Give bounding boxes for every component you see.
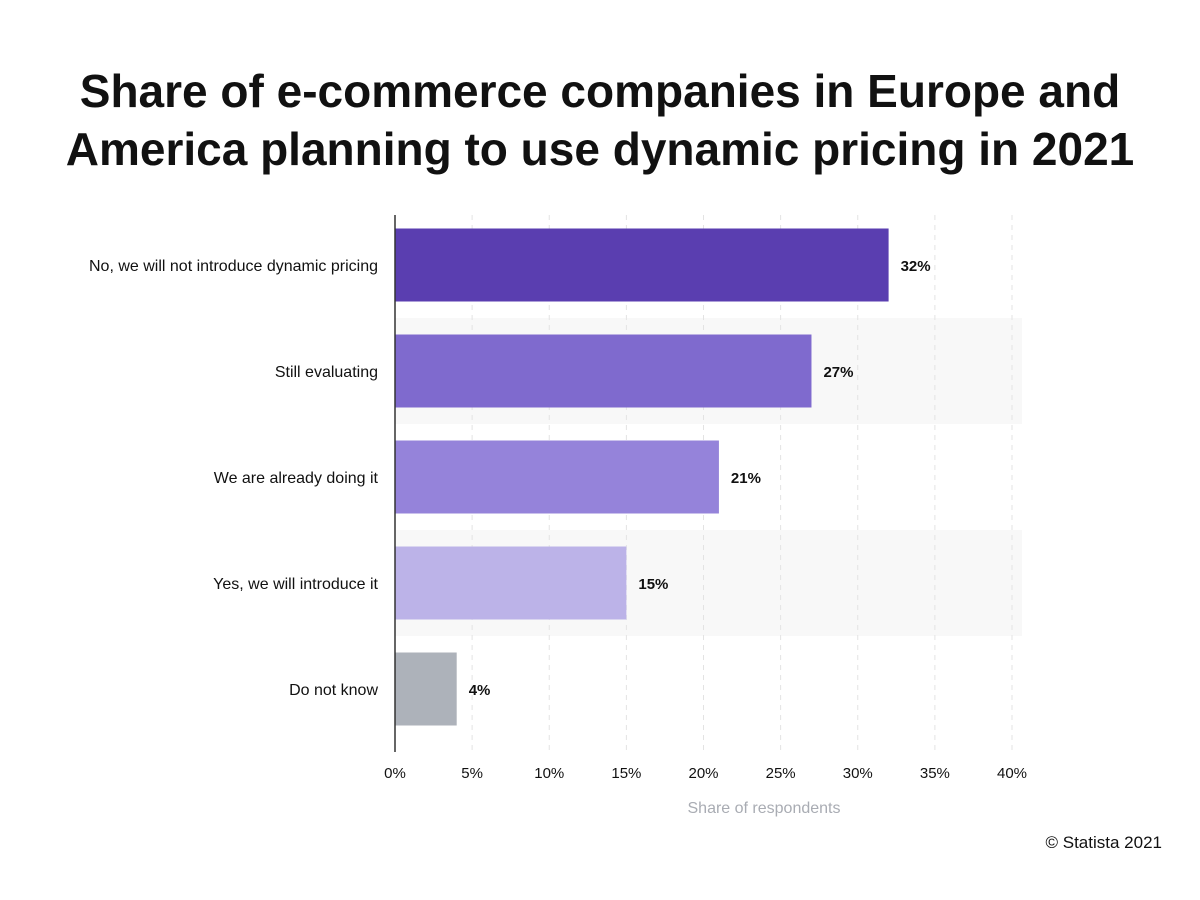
statista-credit: © Statista 2021 [1045, 833, 1163, 852]
bar [395, 652, 457, 726]
x-tick-label: 40% [997, 765, 1027, 782]
value-label: 15% [638, 576, 668, 593]
bar [395, 546, 627, 620]
bar [395, 228, 889, 302]
category-label: Do not know [289, 682, 378, 699]
value-label: 21% [731, 470, 761, 487]
x-tick-label: 20% [688, 765, 718, 782]
value-label: 4% [469, 682, 491, 699]
x-tick-label: 25% [766, 765, 796, 782]
x-tick-label: 15% [611, 765, 641, 782]
category-label: Yes, we will introduce it [213, 576, 378, 593]
category-label: We are already doing it [214, 470, 379, 487]
chart-title: Share of e-commerce companies in Europe … [0, 62, 1200, 178]
value-label: 27% [823, 364, 853, 381]
x-axis-label: Share of respondents [687, 800, 841, 817]
x-tick-label: 35% [920, 765, 950, 782]
x-tick-label: 30% [843, 765, 873, 782]
category-label: No, we will not introduce dynamic pricin… [89, 258, 378, 275]
x-tick-label: 5% [461, 765, 483, 782]
chart-title-line-1: Share of e-commerce companies in Europe … [79, 65, 1121, 117]
x-tick-label: 0% [384, 765, 406, 782]
chart-title-line-2: America planning to use dynamic pricing … [65, 123, 1135, 175]
value-label: 32% [901, 258, 931, 275]
bar [395, 334, 812, 408]
category-label: Still evaluating [275, 364, 378, 381]
x-tick-label: 10% [534, 765, 564, 782]
bar [395, 440, 719, 514]
